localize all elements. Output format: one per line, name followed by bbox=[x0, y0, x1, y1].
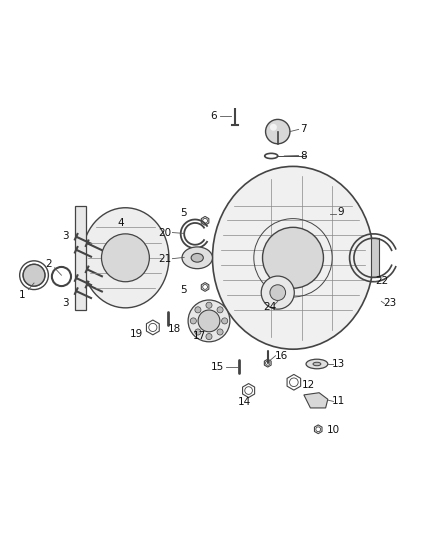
Text: 8: 8 bbox=[300, 150, 307, 160]
Circle shape bbox=[217, 329, 223, 335]
Ellipse shape bbox=[313, 362, 321, 366]
Text: 4: 4 bbox=[118, 218, 124, 228]
Circle shape bbox=[198, 310, 220, 332]
Text: 6: 6 bbox=[211, 111, 217, 122]
Circle shape bbox=[188, 300, 230, 342]
Text: 15: 15 bbox=[211, 362, 224, 373]
Text: 5: 5 bbox=[180, 286, 187, 295]
Circle shape bbox=[195, 307, 201, 313]
Circle shape bbox=[261, 276, 294, 309]
Circle shape bbox=[23, 264, 45, 286]
Ellipse shape bbox=[191, 254, 203, 262]
Text: 7: 7 bbox=[300, 124, 307, 134]
Circle shape bbox=[206, 302, 212, 308]
Ellipse shape bbox=[212, 166, 374, 349]
Circle shape bbox=[190, 318, 196, 324]
Circle shape bbox=[206, 334, 212, 340]
Text: 19: 19 bbox=[130, 329, 143, 339]
Text: 23: 23 bbox=[383, 298, 397, 309]
Polygon shape bbox=[304, 393, 328, 408]
Text: 20: 20 bbox=[158, 228, 171, 238]
Circle shape bbox=[195, 329, 201, 335]
Circle shape bbox=[262, 228, 323, 288]
Text: 9: 9 bbox=[338, 207, 344, 217]
Text: 12: 12 bbox=[302, 381, 315, 390]
Text: 16: 16 bbox=[275, 351, 288, 361]
Text: 14: 14 bbox=[238, 397, 251, 407]
Bar bbox=[75, 206, 86, 310]
Text: 2: 2 bbox=[45, 260, 52, 269]
Text: 1: 1 bbox=[19, 290, 25, 300]
Circle shape bbox=[265, 119, 290, 144]
Text: 3: 3 bbox=[63, 231, 69, 241]
Circle shape bbox=[217, 307, 223, 313]
Ellipse shape bbox=[306, 359, 328, 369]
Text: 21: 21 bbox=[158, 254, 171, 264]
Text: 22: 22 bbox=[375, 276, 389, 286]
Ellipse shape bbox=[82, 208, 169, 308]
Circle shape bbox=[270, 124, 277, 131]
Ellipse shape bbox=[182, 247, 212, 269]
Text: 3: 3 bbox=[63, 298, 69, 309]
Bar bbox=[371, 238, 379, 277]
Circle shape bbox=[222, 318, 228, 324]
Circle shape bbox=[102, 234, 149, 282]
Text: 18: 18 bbox=[168, 324, 181, 334]
Text: 5: 5 bbox=[180, 208, 187, 219]
Circle shape bbox=[270, 285, 286, 301]
Text: 11: 11 bbox=[332, 397, 345, 407]
Text: 13: 13 bbox=[332, 359, 345, 369]
Text: 10: 10 bbox=[326, 425, 339, 435]
Text: 24: 24 bbox=[263, 302, 276, 312]
Text: 17: 17 bbox=[193, 331, 206, 341]
